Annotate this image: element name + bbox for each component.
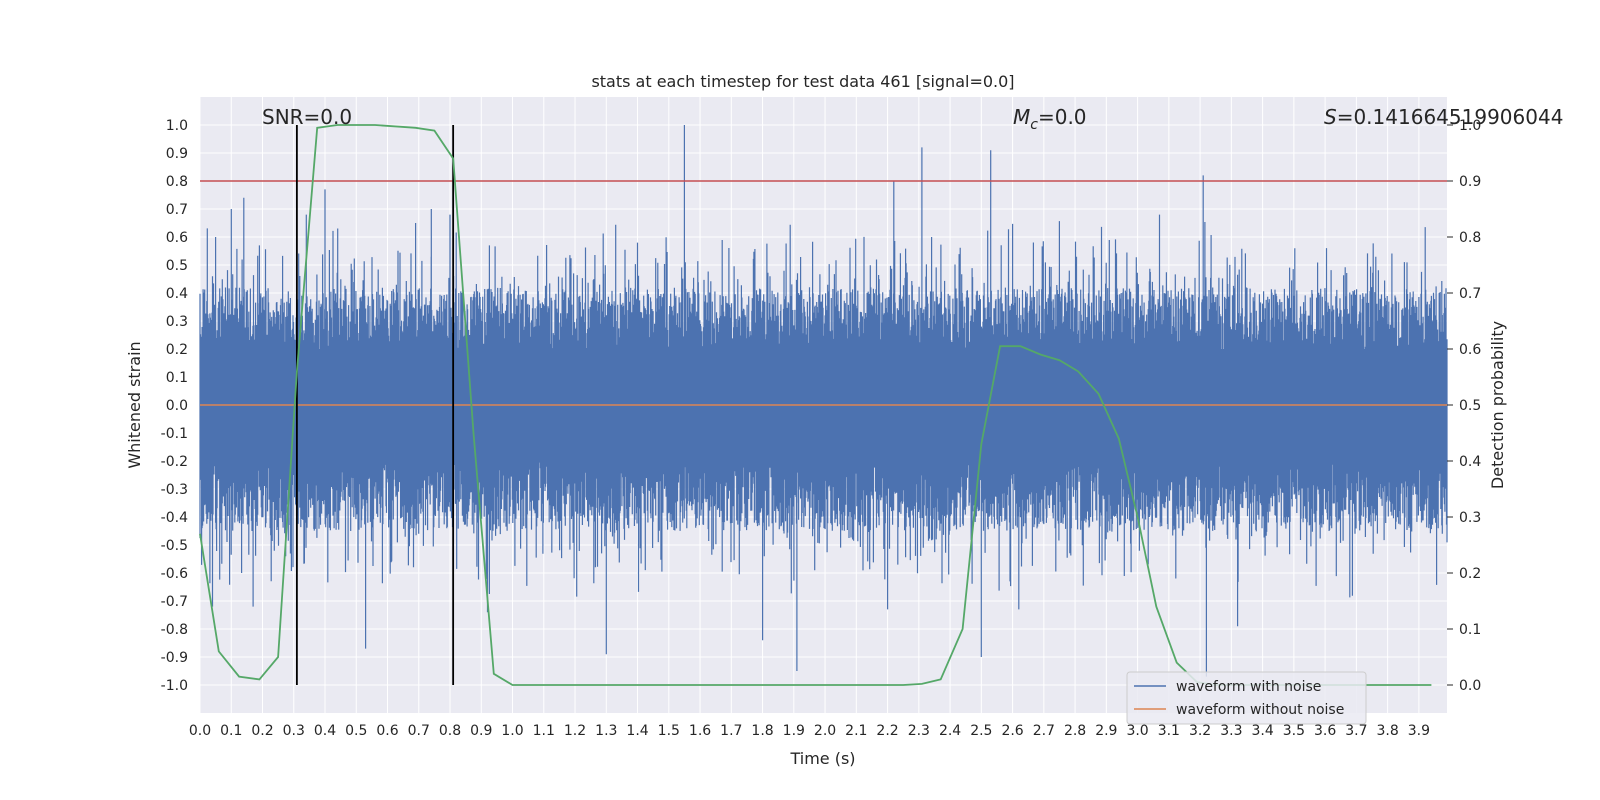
vertical-markers: [295, 125, 455, 685]
y-tick-label: 1.0: [166, 118, 188, 134]
x-tick-label: 2.3: [908, 723, 930, 739]
x-tick-label: 0.2: [251, 723, 273, 739]
legend-label-clean: waveform without noise: [1176, 702, 1344, 718]
y2-tick-label: 0.7: [1459, 286, 1481, 302]
legend: waveform with noise waveform without noi…: [1126, 671, 1367, 725]
y-tick-label: -0.4: [161, 510, 188, 526]
mc-symbol: M: [1013, 105, 1030, 129]
x-tick-label: 3.0: [1126, 723, 1148, 739]
mc-value: =0.0: [1038, 105, 1087, 129]
y2-tick-label: 0.1: [1459, 622, 1481, 638]
x-tick-label: 3.3: [1220, 723, 1242, 739]
y2-tick-label: 0.4: [1459, 454, 1481, 470]
x-tick-label: 0.7: [408, 723, 430, 739]
x-axis-label: Time (s): [789, 749, 855, 768]
x-tick-label: 3.1: [1158, 723, 1180, 739]
y2-tick-label: 0.0: [1459, 678, 1481, 694]
x-tick-label: 1.0: [501, 723, 523, 739]
y2-axis-label: Detection probability: [1488, 321, 1507, 489]
y-tick-label: 0.6: [166, 230, 188, 246]
x-tick-label: 1.7: [720, 723, 742, 739]
y-tick-label: 0.8: [166, 174, 188, 190]
x-tick-label: 1.8: [751, 723, 773, 739]
x-tick-label: 2.6: [1001, 723, 1023, 739]
y-tick-label: -0.7: [161, 594, 188, 610]
mc-annotation: Mc=0.0: [1013, 105, 1087, 133]
y-tick-label: 0.4: [166, 286, 188, 302]
x-tick-label: 2.7: [1033, 723, 1055, 739]
y-tick-label: -0.5: [161, 538, 188, 554]
s-symbol: S: [1324, 105, 1337, 129]
x-tick-label: 1.2: [564, 723, 586, 739]
x-tick-label: 3.2: [1189, 723, 1211, 739]
y2-tick-label: 0.2: [1459, 566, 1481, 582]
y-tick-label: 0.3: [166, 314, 188, 330]
y-tick-label: -0.8: [161, 622, 188, 638]
y-tick-label: -1.0: [161, 678, 188, 694]
y-tick-label: 0.7: [166, 202, 188, 218]
y-tick-label: -0.3: [161, 482, 188, 498]
probability-line: [199, 124, 1432, 686]
y-tick-label: 0.1: [166, 370, 188, 386]
x-tick-label: 2.9: [1095, 723, 1117, 739]
x-tick-label: 1.9: [783, 723, 805, 739]
x-tick-label: 0.3: [283, 723, 305, 739]
x-tick-label: 0.0: [189, 723, 211, 739]
snr-annotation: SNR=0.0: [262, 105, 352, 129]
s-value: =0.141664519906044: [1337, 105, 1564, 129]
x-tick-label: 2.8: [1064, 723, 1086, 739]
s-annotation: S=0.141664519906044: [1324, 105, 1563, 129]
x-tick-label: 0.8: [439, 723, 461, 739]
x-tick-label: 1.1: [533, 723, 555, 739]
y-axis-label: Whitened strain: [125, 341, 144, 468]
y2-tick-label: 0.9: [1459, 174, 1481, 190]
chart-title: stats at each timestep for test data 461…: [591, 72, 1014, 91]
x-tick-label: 3.8: [1376, 723, 1398, 739]
x-tick-label: 3.5: [1283, 723, 1305, 739]
x-tick-label: 0.5: [345, 723, 367, 739]
y-tick-label: -0.9: [161, 650, 188, 666]
y2-tick-label: 0.8: [1459, 230, 1481, 246]
y2-tick-label: 1.0: [1459, 118, 1481, 134]
y-tick-label: 0.0: [166, 398, 188, 414]
x-tick-label: 3.6: [1314, 723, 1336, 739]
y-tick-label: 0.9: [166, 146, 188, 162]
x-axis-ticks: 0.0 0.1 0.2 0.3 0.4 0.5 0.6 0.7 0.8 0.9 1.0 1.1 1.2 1…: [189, 723, 1430, 739]
legend-label-noise: waveform with noise: [1176, 679, 1321, 695]
y-tick-label: 0.5: [166, 258, 188, 274]
x-tick-label: 2.4: [939, 723, 961, 739]
y-tick-label: -0.1: [161, 426, 188, 442]
x-tick-label: 2.5: [970, 723, 992, 739]
x-tick-label: 0.9: [470, 723, 492, 739]
x-tick-label: 1.3: [595, 723, 617, 739]
y-axis-ticks: 1.0 0.9 0.8 0.7 0.6 0.5 0.4 0.3 0.2 0.1 0.0 -0.1 -0.…: [161, 118, 188, 694]
y2-tick-label: 0.5: [1459, 398, 1481, 414]
legend-box: [1126, 671, 1367, 725]
x-tick-label: 0.6: [376, 723, 398, 739]
x-tick-label: 1.4: [626, 723, 648, 739]
x-tick-label: 1.5: [658, 723, 680, 739]
x-tick-label: 1.6: [689, 723, 711, 739]
y-tick-label: -0.2: [161, 454, 188, 470]
x-tick-label: 3.7: [1345, 723, 1367, 739]
x-tick-label: 2.2: [876, 723, 898, 739]
y-tick-label: -0.6: [161, 566, 188, 582]
y2-axis-ticks: 1.0 0.9 0.8 0.7 0.6 0.5 0.4 0.3 0.2 0.1 0.0: [1447, 118, 1481, 694]
x-tick-label: 2.0: [814, 723, 836, 739]
y-tick-label: 0.2: [166, 342, 188, 358]
x-tick-label: 2.1: [845, 723, 867, 739]
x-tick-label: 3.4: [1251, 723, 1273, 739]
y2-tick-label: 0.3: [1459, 510, 1481, 526]
x-tick-label: 3.9: [1408, 723, 1430, 739]
mc-subscript: c: [1030, 117, 1038, 133]
x-tick-label: 0.4: [314, 723, 336, 739]
y2-tick-label: 0.6: [1459, 342, 1481, 358]
x-tick-label: 0.1: [220, 723, 242, 739]
